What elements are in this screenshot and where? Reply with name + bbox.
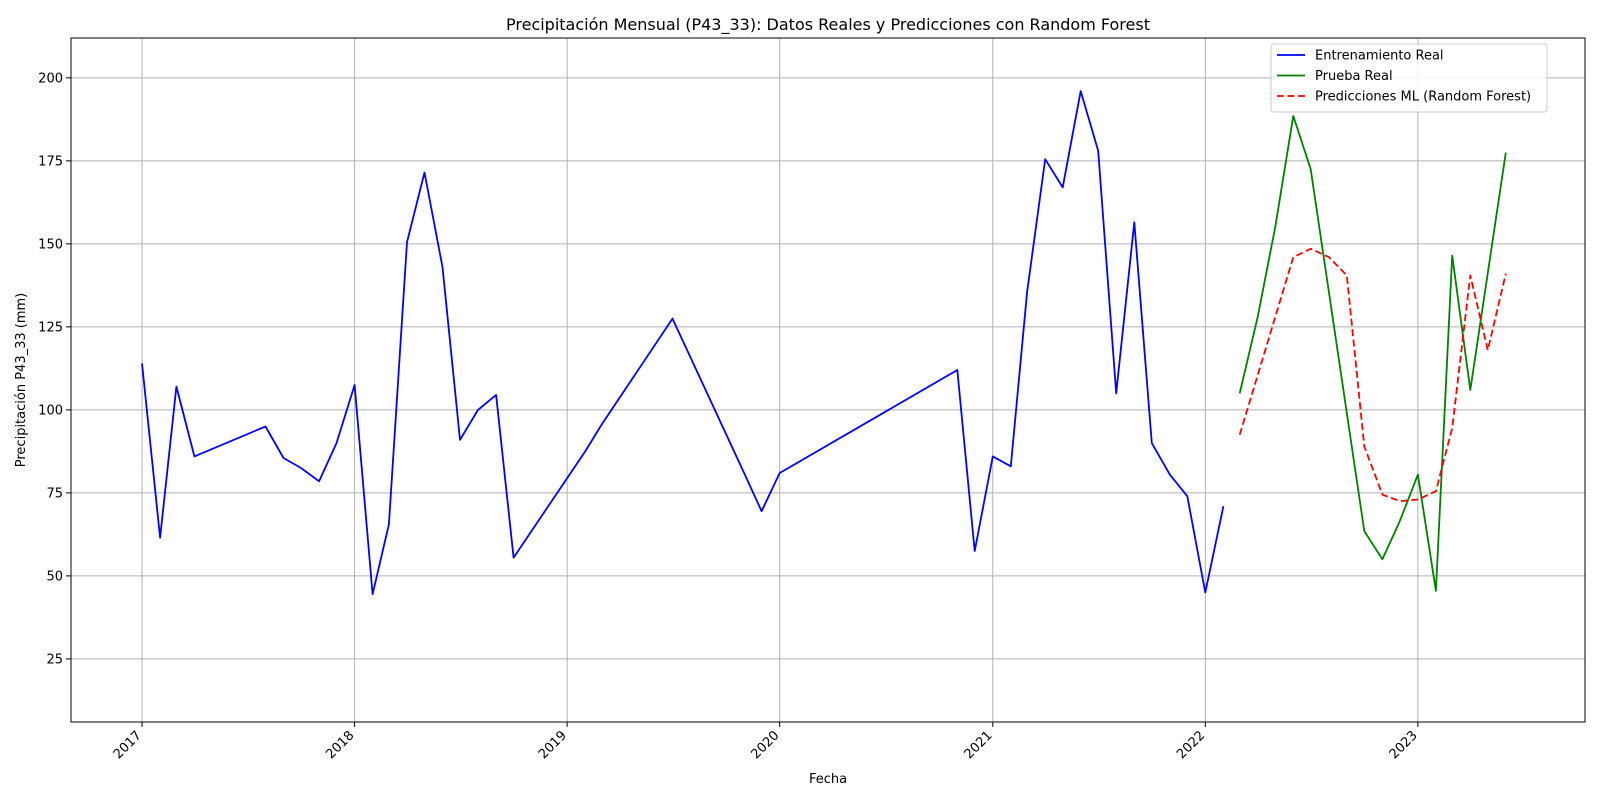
y-axis: 25 50 75 100 125 150 175 200	[38, 71, 71, 667]
series-line-entrenamiento-real	[141, 90, 1225, 596]
legend: Entrenamiento Real Prueba Real Prediccione…	[1270, 43, 1548, 113]
series-layer	[141, 90, 1507, 596]
plot-frame	[70, 37, 1586, 723]
y-tick-label: 125	[38, 320, 63, 335]
series-line-prueba-real	[1238, 115, 1507, 592]
y-tick-label: 100	[38, 403, 63, 418]
legend-box	[1270, 43, 1548, 113]
chart-title: Precipitación Mensual (P43_33): Datos Re…	[506, 15, 1150, 35]
y-axis-label: Precipitación P43_33 (mm)	[14, 293, 29, 467]
y-tick-label: 150	[38, 237, 63, 252]
grid	[71, 38, 1585, 722]
legend-item-label: Entrenamiento Real	[1315, 49, 1444, 64]
y-tick-label: 75	[46, 486, 63, 501]
series-line-predicciones-ml	[1238, 247, 1507, 503]
legend-item-label: Predicciones ML (Random Forest)	[1315, 90, 1531, 105]
x-axis-label: Fecha	[809, 772, 847, 787]
y-tick-label: 175	[38, 154, 63, 169]
legend-item-label: Prueba Real	[1315, 69, 1393, 84]
y-tick-label: 50	[46, 569, 63, 584]
y-tick-label: 200	[38, 71, 63, 86]
y-tick-label: 25	[46, 652, 63, 667]
